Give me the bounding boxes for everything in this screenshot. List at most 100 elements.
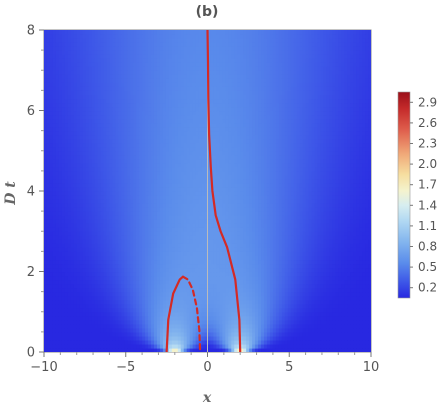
heatmap-cell: [79, 283, 84, 289]
heatmap-cell: [299, 331, 304, 337]
heatmap-cell: [314, 295, 319, 301]
heatmap-cell: [219, 239, 223, 244]
heatmap-cell: [82, 347, 87, 352]
heatmap-cell: [258, 255, 262, 261]
heatmap-cell: [216, 315, 220, 321]
heatmap-cell: [311, 239, 316, 244]
heatmap-cell: [67, 271, 72, 277]
heatmap-cell: [240, 291, 244, 297]
heatmap-cell: [311, 259, 316, 265]
heatmap-cell: [255, 247, 259, 252]
heatmap-cell: [258, 307, 262, 313]
heatmap-cell: [82, 311, 87, 317]
heatmap-cell: [359, 267, 363, 273]
heatmap-cell: [139, 303, 143, 309]
heatmap-cell: [329, 347, 333, 352]
heatmap-cell: [314, 339, 319, 345]
heatmap-cell: [118, 295, 122, 301]
heatmap-cell: [237, 263, 241, 269]
heatmap-cell: [121, 235, 125, 240]
heatmap-cell: [263, 303, 268, 309]
heatmap-cell: [148, 251, 152, 256]
heatmap-cell: [350, 311, 354, 317]
heatmap-cell: [234, 339, 238, 345]
heatmap-cell: [55, 335, 60, 341]
heatmap-cell: [153, 315, 158, 321]
heatmap-cell: [106, 327, 110, 333]
heatmap-cell: [335, 239, 339, 244]
heatmap-cell: [332, 347, 336, 352]
heatmap-cell: [145, 283, 149, 289]
heatmap-cell: [258, 335, 262, 341]
heatmap-cell: [231, 239, 235, 244]
heatmap-cell: [341, 255, 345, 261]
heatmap-cell: [365, 235, 369, 240]
heatmap-cell: [171, 299, 176, 305]
heatmap-cell: [332, 331, 336, 337]
heatmap-cell: [323, 275, 328, 281]
heatmap-cell: [103, 231, 108, 236]
heatmap-cell: [192, 251, 197, 256]
heatmap-cell: [278, 283, 283, 289]
heatmap-cell: [44, 291, 48, 297]
heatmap-cell: [249, 255, 253, 261]
heatmap-cell: [207, 307, 212, 313]
heatmap-cell: [198, 263, 203, 269]
heatmap-cell: [70, 279, 75, 285]
heatmap-cell: [145, 271, 149, 277]
heatmap-cell: [46, 275, 51, 281]
heatmap-cell: [329, 251, 333, 256]
heatmap-cell: [231, 347, 235, 352]
heatmap-cell: [207, 319, 212, 325]
heatmap-cell: [216, 287, 220, 293]
heatmap-cell: [266, 243, 271, 248]
heatmap-cell: [225, 323, 229, 329]
heatmap-cell: [168, 327, 173, 333]
heatmap-cell: [100, 231, 105, 236]
heatmap-cell: [61, 323, 66, 329]
heatmap-cell: [234, 251, 238, 256]
heatmap-cell: [97, 319, 102, 325]
heatmap-cell: [296, 315, 301, 321]
heatmap-cell: [228, 331, 232, 337]
heatmap-cell: [246, 323, 250, 329]
heatmap-cell: [329, 311, 333, 317]
heatmap-cell: [210, 339, 215, 345]
heatmap-cell: [314, 263, 319, 269]
heatmap-cell: [207, 303, 212, 309]
heatmap-cell: [82, 303, 87, 309]
heatmap-cell: [252, 331, 256, 337]
heatmap-cell: [362, 271, 366, 277]
heatmap-cell: [186, 243, 191, 248]
heatmap-cell: [67, 295, 72, 301]
heatmap-cell: [219, 295, 223, 301]
heatmap-cell: [353, 275, 357, 281]
heatmap-cell: [136, 283, 140, 289]
heatmap-cell: [204, 323, 209, 329]
heatmap-cell: [228, 243, 232, 248]
heatmap-cell: [198, 235, 203, 240]
heatmap-cell: [302, 339, 307, 345]
heatmap-cell: [192, 275, 197, 281]
heatmap-cell: [249, 243, 253, 248]
heatmap-cell: [168, 283, 173, 289]
heatmap-cell: [156, 263, 161, 269]
heatmap-cell: [240, 235, 244, 240]
heatmap-cell: [97, 239, 102, 244]
heatmap-cell: [183, 287, 188, 293]
heatmap-cell: [311, 323, 316, 329]
heatmap-cell: [192, 327, 197, 333]
heatmap-cell: [58, 251, 63, 256]
heatmap-cell: [311, 347, 316, 352]
heatmap-cell: [121, 339, 125, 345]
heatmap-cell: [76, 315, 81, 321]
heatmap-cell: [159, 339, 164, 345]
heatmap-cell: [359, 323, 363, 329]
heatmap-cell: [85, 287, 90, 293]
heatmap-cell: [243, 339, 247, 345]
heatmap-cell: [207, 331, 212, 337]
heatmap-cell: [317, 283, 322, 289]
heatmap-cell: [356, 235, 360, 240]
heatmap-cell: [156, 331, 161, 337]
heatmap-cell: [148, 255, 152, 261]
